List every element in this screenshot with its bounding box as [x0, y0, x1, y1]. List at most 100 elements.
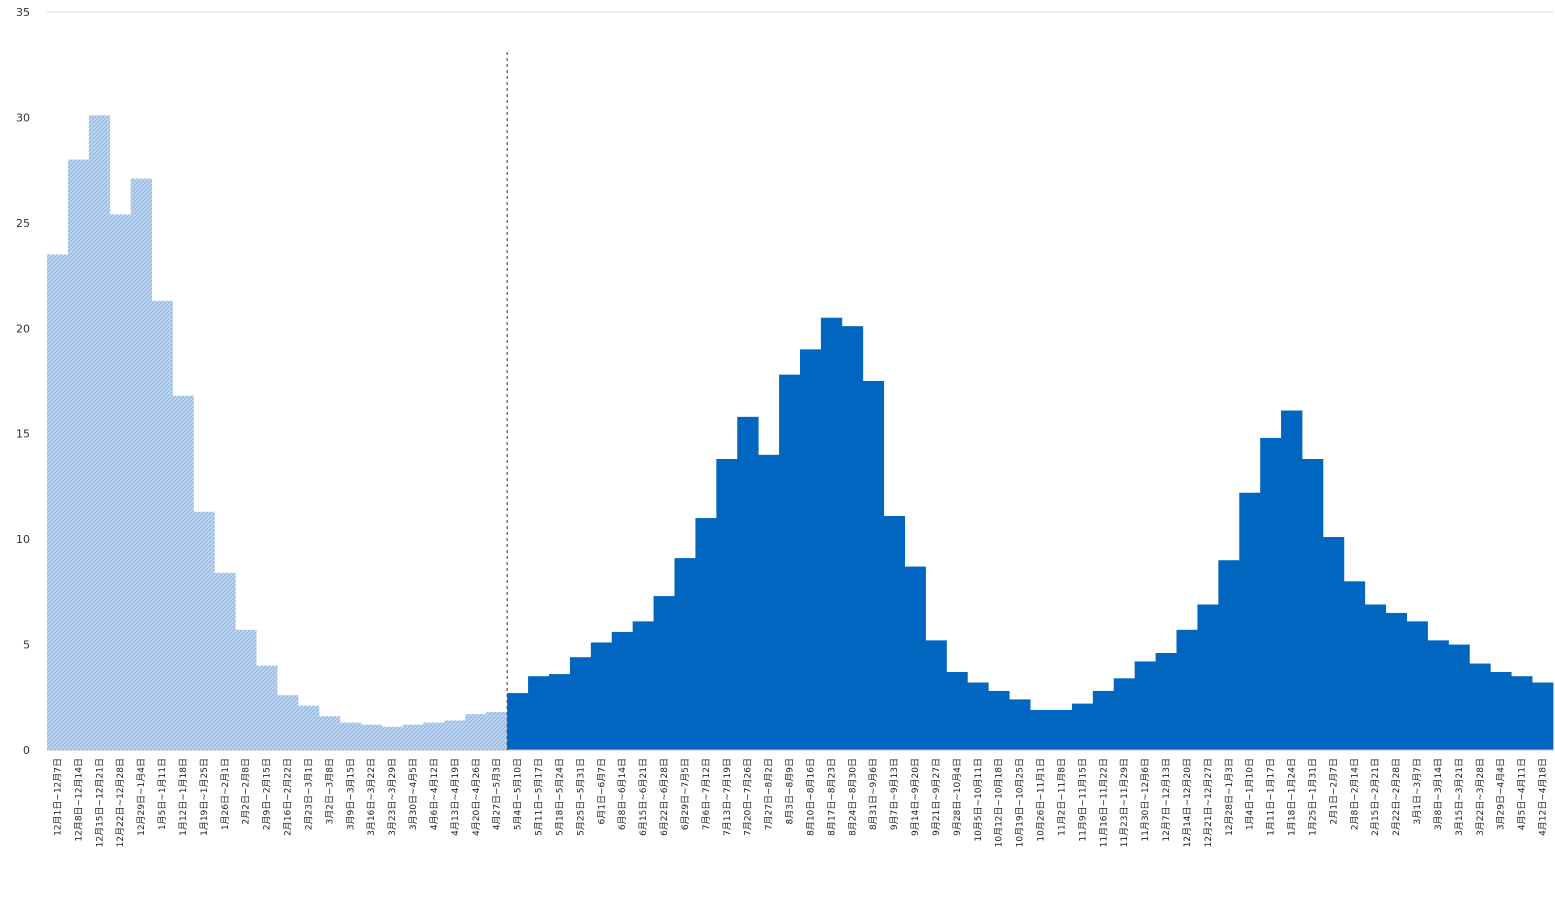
bar-current-season: [1239, 492, 1261, 750]
x-tick-label: 7月6日~7月12日: [701, 758, 712, 830]
x-tick-label: 12月15日~12月21日: [94, 758, 105, 847]
x-tick-label: 10月26日~11月1日: [1036, 758, 1047, 842]
x-tick-label: 6月8日~6月14日: [617, 758, 628, 830]
bar-current-season: [1343, 581, 1366, 750]
bar-previous-season: [298, 705, 320, 750]
bar-current-season: [1030, 709, 1052, 750]
x-tick-label: 1月26日~2月1日: [220, 758, 231, 830]
x-tick-label: 9月28日~10月4日: [952, 758, 963, 836]
x-tick-label: 1月18日~1月24日: [1287, 758, 1298, 836]
x-tick-label: 12月28日~1月3日: [1224, 758, 1235, 836]
bar-previous-season: [486, 712, 508, 750]
x-tick-label: 12月7日~12月13日: [1161, 758, 1172, 842]
x-tick-label: 1月11日~1月17日: [1266, 758, 1277, 836]
bar-current-season: [737, 416, 759, 750]
x-tick-label: 11月9日~11月15日: [1077, 758, 1088, 842]
bar-current-season: [1176, 629, 1198, 750]
x-tick-label: 4月5日~4月11日: [1517, 758, 1528, 830]
x-tick-label: 2月15日~2月21日: [1370, 758, 1381, 836]
bar-current-season: [1197, 604, 1219, 750]
y-tick-label: 5: [23, 639, 30, 652]
bar-previous-season: [193, 511, 215, 750]
x-tick-label: 3月16日~3月22日: [366, 758, 377, 836]
x-tick-label: 12月8日~12月14日: [73, 758, 84, 842]
bar-current-season: [1511, 676, 1533, 750]
bar-current-season: [1302, 459, 1324, 750]
bar-current-season: [1406, 621, 1428, 750]
x-tick-label: 5月4日~5月10日: [513, 758, 524, 830]
x-tick-label: 10月12日~10月18日: [994, 758, 1005, 847]
x-tick-label: 1月25日~1月31日: [1307, 758, 1318, 836]
y-tick-label: 0: [23, 744, 30, 757]
x-tick-label: 1月19日~1月25日: [199, 758, 210, 836]
y-tick-label: 25: [16, 217, 30, 230]
bar-previous-season: [109, 214, 132, 751]
x-axis: 12月1日~12月7日 12月8日~12月14日 12月15日~12月21日 12月2…: [52, 758, 1549, 847]
x-tick-label: 2月1日~2月7日: [1328, 758, 1339, 824]
bar-previous-season: [339, 722, 362, 750]
x-tick-label: 2月8日~2月14日: [1349, 758, 1360, 830]
x-tick-label: 11月23日~11月29日: [1119, 758, 1130, 847]
y-axis: 0 5 10 15 20 25 30 35: [16, 6, 1553, 757]
bar-previous-season: [402, 724, 424, 750]
x-tick-label: 11月30日~12月6日: [1140, 758, 1151, 842]
bar-current-season: [1134, 661, 1156, 750]
x-tick-label: 12月14日~12月20日: [1182, 758, 1193, 847]
bar-previous-season: [88, 115, 111, 750]
x-tick-label: 9月7日~9月13日: [889, 758, 900, 830]
bar-current-season: [695, 518, 717, 750]
x-tick-label: 2月23日~3月1日: [303, 758, 314, 830]
x-tick-label: 3月1日~3月7日: [1412, 758, 1423, 824]
bar-current-season: [925, 640, 947, 750]
bar-current-season: [758, 454, 780, 750]
y-tick-label: 35: [16, 6, 30, 19]
bar-current-season: [653, 596, 675, 750]
x-tick-label: 8月24日~8月30日: [847, 758, 858, 836]
bar-previous-season: [277, 695, 299, 750]
x-tick-label: 3月2日~3月8日: [324, 758, 335, 824]
x-tick-label: 4月6日~4月12日: [429, 758, 440, 830]
x-tick-label: 12月22日~12月28日: [115, 758, 126, 847]
bar-current-season: [569, 657, 592, 750]
x-tick-label: 4月20日~4月26日: [471, 758, 482, 836]
bar-current-season: [1155, 653, 1177, 750]
bar-current-season: [988, 690, 1010, 750]
x-tick-label: 4月13日~4月19日: [450, 758, 461, 836]
bar-current-season: [507, 693, 529, 750]
x-tick-label: 9月14日~9月20日: [910, 758, 921, 836]
bar-current-season: [967, 682, 989, 750]
y-tick-label: 15: [16, 428, 30, 441]
x-tick-label: 3月9日~3月15日: [345, 758, 356, 830]
x-tick-label: 5月25日~5月31日: [575, 758, 586, 836]
x-tick-label: 11月16日~11月22日: [1098, 758, 1109, 847]
bar-current-season: [904, 566, 926, 750]
x-tick-label: 10月5日~10月11日: [973, 758, 984, 842]
bar-current-season: [1364, 604, 1387, 750]
bar-current-season: [1490, 671, 1512, 750]
bar-current-season: [611, 631, 634, 750]
x-tick-label: 2月16日~2月22日: [283, 758, 294, 836]
bar-previous-season: [381, 726, 403, 750]
x-tick-label: 7月27日~8月2日: [764, 758, 775, 830]
x-tick-label: 6月15日~6月21日: [638, 758, 649, 836]
bars: [47, 115, 1554, 751]
x-tick-label: 10月19日~10月25日: [1015, 758, 1026, 847]
bar-current-season: [1469, 663, 1491, 750]
x-tick-label: 11月2日~11月8日: [1056, 758, 1067, 836]
y-tick-label: 30: [16, 111, 30, 124]
bar-current-season: [841, 326, 864, 750]
x-tick-label: 12月21日~12月27日: [1203, 758, 1214, 847]
x-tick-label: 2月9日~2月15日: [262, 758, 273, 830]
x-tick-label: 8月31日~9月6日: [868, 758, 879, 830]
x-tick-label: 5月11日~5月17日: [534, 758, 545, 836]
bar-current-season: [946, 671, 968, 750]
bar-current-season: [1009, 699, 1031, 750]
x-tick-label: 6月29日~7月5日: [680, 758, 691, 830]
x-tick-label: 7月20日~7月26日: [743, 758, 754, 836]
x-tick-label: 3月23日~3月29日: [387, 758, 398, 836]
bar-current-season: [1532, 682, 1554, 750]
x-tick-label: 4月12日~4月18日: [1538, 758, 1549, 836]
x-tick-label: 8月17日~8月23日: [826, 758, 837, 836]
bar-previous-season: [360, 724, 383, 750]
